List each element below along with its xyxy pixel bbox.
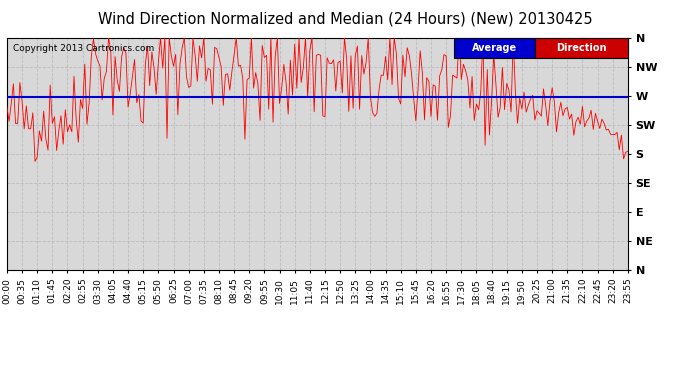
Text: Copyright 2013 Cartronics.com: Copyright 2013 Cartronics.com [13,45,155,54]
Text: Wind Direction Normalized and Median (24 Hours) (New) 20130425: Wind Direction Normalized and Median (24… [98,11,592,26]
FancyBboxPatch shape [535,38,628,58]
Text: Average: Average [472,43,517,53]
Text: Direction: Direction [556,43,607,53]
FancyBboxPatch shape [454,38,535,58]
